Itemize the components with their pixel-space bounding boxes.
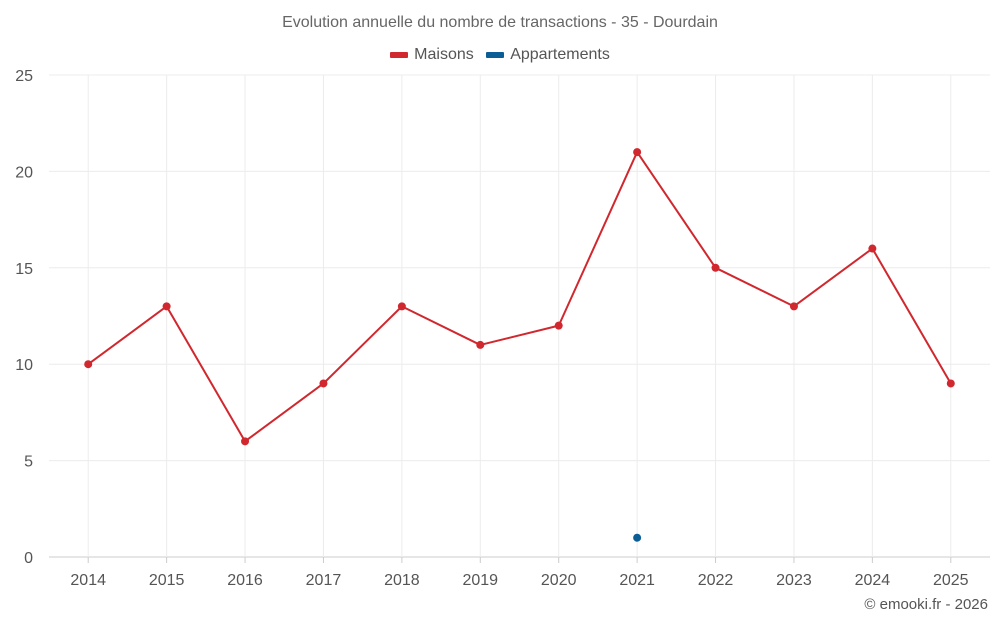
data-point-maisons[interactable] (711, 263, 720, 272)
legend-item-maisons[interactable]: Maisons (390, 46, 474, 64)
series-line-maisons (87, 151, 952, 443)
x-tick-label: 2024 (855, 572, 891, 589)
legend-label-appartements: Appartements (510, 46, 610, 63)
y-tick-label: 0 (24, 550, 33, 567)
data-point-maisons[interactable] (476, 340, 485, 349)
y-tick-label: 15 (15, 261, 33, 278)
data-point-maisons[interactable] (868, 244, 877, 253)
data-point-maisons[interactable] (789, 302, 798, 311)
x-tick-label: 2020 (541, 572, 577, 589)
y-tick-label: 20 (15, 164, 33, 181)
x-tick-label: 2017 (306, 572, 342, 589)
series-layer (84, 148, 955, 542)
y-tick-label: 25 (15, 68, 33, 85)
y-tick-label: 5 (24, 454, 33, 471)
x-tick-label: 2016 (227, 572, 263, 589)
y-tick-label: 10 (15, 357, 33, 374)
x-tick-label: 2018 (384, 572, 420, 589)
x-tick-label: 2022 (698, 572, 734, 589)
x-tick-label: 2023 (776, 572, 812, 589)
legend-label-maisons: Maisons (414, 46, 474, 63)
x-tick-label: 2015 (149, 572, 185, 589)
x-tick-label: 2021 (619, 572, 655, 589)
data-point-maisons[interactable] (241, 437, 250, 446)
grid-lines (49, 74, 990, 558)
x-tick-label: 2025 (933, 572, 969, 589)
data-point-maisons[interactable] (84, 360, 93, 369)
data-point-appartements[interactable] (633, 533, 642, 542)
data-point-maisons[interactable] (162, 302, 171, 311)
legend-item-appartements[interactable]: Appartements (486, 46, 610, 64)
data-point-maisons[interactable] (554, 321, 563, 330)
legend-swatch-appartements (486, 52, 505, 58)
chart-title: Evolution annuelle du nombre de transact… (282, 14, 718, 31)
x-tick-label: 2014 (70, 572, 106, 589)
chart-legend: Maisons Appartements (0, 45, 1000, 64)
data-point-maisons[interactable] (319, 379, 328, 388)
data-point-maisons[interactable] (633, 148, 642, 157)
credit-text: © emooki.fr - 2026 (864, 596, 988, 613)
data-point-maisons[interactable] (946, 379, 955, 388)
x-tick-label: 2019 (462, 572, 498, 589)
data-point-maisons[interactable] (397, 302, 406, 311)
legend-swatch-maisons (390, 52, 409, 58)
